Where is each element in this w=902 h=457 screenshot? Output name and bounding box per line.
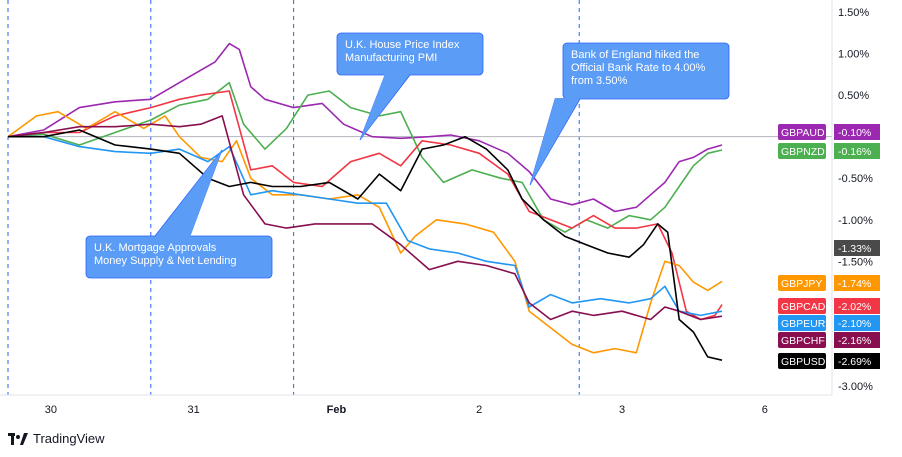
tradingview-brand[interactable]: TradingView (8, 431, 105, 446)
badge-label: GBPEUR (781, 318, 826, 330)
badge-label: GBPCAD (781, 301, 826, 313)
y-tick-label: -1.50% (838, 256, 873, 268)
badge-gbpaud[interactable]: -0.10% GBPAUD (778, 124, 880, 140)
brand-name: TradingView (33, 431, 105, 446)
badge-value: -0.16% (838, 146, 871, 158)
series-line-gbpchf (7, 115, 723, 321)
annotation-text-line: Official Bank Rate to 4.00% (571, 62, 706, 74)
badge-value: -2.69% (838, 356, 871, 368)
badge-value: -1.33% (838, 243, 871, 255)
series-line-gbpeur (8, 135, 723, 317)
series-line-gbpnzd (7, 81, 723, 233)
y-tick-label: 1.00% (838, 49, 869, 61)
annotation-text-line: Manufacturing PMI (345, 52, 437, 64)
badge-gbpjpy[interactable]: -1.74% GBPJPY (778, 275, 880, 291)
badge-value: -0.10% (838, 127, 871, 139)
badge-value: -2.02% (838, 301, 871, 313)
x-tick-label: 30 (45, 404, 57, 416)
series-line-gbpjpy (7, 110, 723, 354)
badge-label: GBPNZD (781, 146, 825, 158)
annotation-text-line: Bank of England hiked the (571, 49, 699, 61)
badge-label: GBPUSD (781, 356, 826, 368)
annotation-text-line: from 3.50% (571, 75, 627, 87)
badge-value: -2.10% (838, 318, 871, 330)
badge-label: GBPCHF (781, 335, 825, 347)
price-chart[interactable]: 1.50%1.00%0.50%-0.50%-1.00%-1.50%-3.00% … (0, 0, 902, 425)
annotation-text-line: Money Supply & Net Lending (94, 255, 236, 267)
y-tick-label: -3.00% (838, 381, 873, 393)
series-line-gbpcad (7, 90, 723, 321)
x-tick-label: 3 (619, 404, 625, 416)
badge-gbpeur[interactable]: -2.10% GBPEUR (778, 315, 880, 331)
badge-value: -2.16% (838, 335, 871, 347)
x-tick-label: Feb (327, 404, 347, 416)
current-value-tag[interactable]: -1.33% (834, 240, 880, 256)
y-tick-label: -0.50% (838, 173, 873, 185)
y-tick-label: 0.50% (838, 90, 869, 102)
annotation-text-line: U.K. Mortgage Approvals (94, 242, 217, 254)
badge-gbpnzd[interactable]: -0.16% GBPNZD (778, 143, 880, 159)
badge-label: GBPAUD (781, 127, 825, 139)
badge-gbpchf[interactable]: -2.16% GBPCHF (778, 332, 880, 348)
x-tick-label: 6 (762, 404, 768, 416)
badge-value: -1.74% (838, 278, 871, 290)
y-tick-label: -1.00% (838, 215, 873, 227)
y-tick-label: 1.50% (838, 7, 869, 19)
badge-gbpcad[interactable]: -2.02% GBPCAD (778, 298, 880, 314)
series-line-gbpusd (8, 129, 723, 361)
series-line-gbpaud (7, 42, 723, 213)
tradingview-logo-icon (8, 432, 28, 445)
annotation-text-line: U.K. House Price Index (345, 39, 460, 51)
x-tick-label: 31 (188, 404, 200, 416)
badge-gbpusd[interactable]: -2.69% GBPUSD (778, 353, 880, 369)
badge-label: GBPJPY (781, 278, 822, 290)
x-tick-label: 2 (476, 404, 482, 416)
